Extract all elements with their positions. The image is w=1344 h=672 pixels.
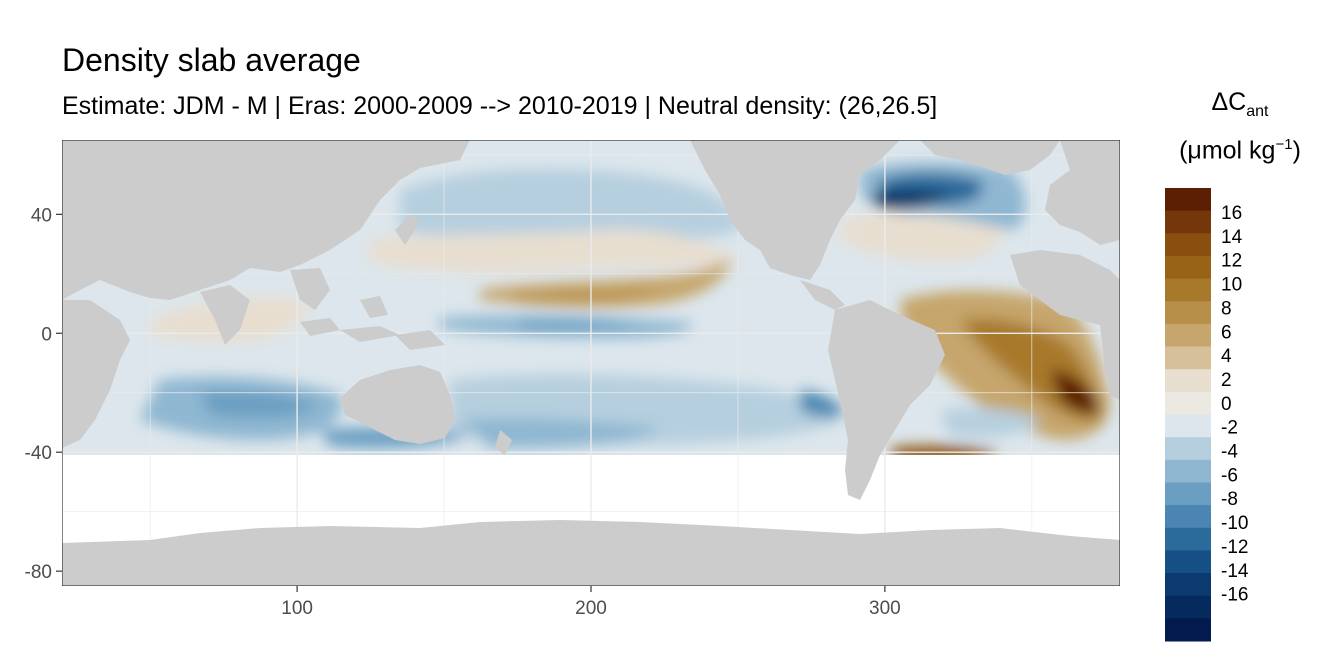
land-new-zealand: [495, 430, 512, 455]
legend-label: -16: [1221, 585, 1248, 606]
x-tick-label: 300: [869, 598, 901, 619]
patch-chile-blue: [800, 390, 845, 418]
patch-indian-south-core: [200, 390, 320, 418]
legend-label: 0: [1221, 394, 1232, 415]
x-tick-label: 200: [575, 598, 607, 619]
field-patches: [140, 162, 1110, 462]
land-india: [200, 285, 250, 345]
land-asia: [62, 140, 470, 300]
land-south-america: [828, 300, 945, 500]
legend-symbol: ΔC: [1211, 88, 1247, 116]
y-tick-label: -40: [25, 443, 52, 464]
legend-bin: [1165, 573, 1211, 597]
legend-subscript: ant: [1246, 103, 1269, 120]
patch-labrador-core: [870, 190, 950, 209]
legend-bin: [1165, 482, 1211, 506]
legend-label: 14: [1221, 227, 1243, 248]
patch-atlantic-max: [1050, 370, 1100, 414]
legend-bin: [1165, 210, 1211, 234]
legend-bin: [1165, 323, 1211, 348]
legend-bin: [1165, 459, 1211, 483]
land-masses: [62, 140, 1120, 500]
legend-label: -6: [1221, 465, 1238, 486]
axis-ticks: [56, 213, 886, 592]
legend-label: -8: [1221, 489, 1238, 510]
legend-bin: [1165, 346, 1211, 370]
patch-pacific-tan-core: [510, 288, 660, 303]
legend-bin: [1165, 233, 1211, 257]
land-africa-west: [1010, 250, 1120, 330]
legend-bin: [1165, 391, 1211, 415]
legend-bin: [1165, 278, 1211, 302]
legend-label: -4: [1221, 442, 1238, 463]
land-africa-east: [62, 300, 130, 448]
legend-label: 10: [1221, 275, 1242, 296]
land-africa-south: [1100, 325, 1120, 400]
legend-label: 4: [1221, 346, 1232, 367]
legend-bin: [1165, 369, 1211, 393]
legend-label: -12: [1221, 537, 1248, 558]
legend-label: -10: [1221, 513, 1248, 534]
land-indonesia: [300, 296, 400, 342]
y-tick-label: -80: [25, 562, 52, 583]
legend-colorbar: [1165, 188, 1211, 642]
patch-equatorial-core: [520, 319, 640, 330]
legend-label: -2: [1221, 418, 1238, 439]
land-new-guinea: [395, 330, 445, 350]
land-central-america: [800, 280, 845, 310]
land-japan: [395, 215, 420, 245]
patch-north-pacific-beige: [370, 229, 740, 273]
legend-unit-suffix: ): [1292, 136, 1301, 165]
legend-labels: 16 14 12 108 6 4 2 0 -2 -4-6 -8 -10 -12 -14 -16: [1221, 203, 1249, 606]
legend-bin: [1165, 188, 1211, 212]
legend-label: 8: [1221, 298, 1232, 319]
legend-title-unit: (μmol kg−1): [1150, 136, 1330, 165]
map-subtitle: Estimate: JDM - M | Eras: 2000-2009 --> …: [62, 92, 938, 120]
legend-label: 6: [1221, 322, 1232, 343]
map-panel: [62, 140, 1120, 586]
legend-bin: [1165, 414, 1211, 438]
legend-unit-exponent: −1: [1275, 136, 1293, 153]
legend-bin: [1165, 527, 1211, 551]
land-europe: [1045, 140, 1120, 245]
land-se-asia: [290, 268, 330, 310]
legend-bin: [1165, 595, 1211, 619]
patch-north-atlantic-beige: [840, 210, 1003, 262]
x-tick-label: 100: [281, 598, 313, 619]
legend-label: 2: [1221, 370, 1232, 391]
legend-bin: [1165, 255, 1211, 280]
legend-bin: [1165, 618, 1211, 642]
legend-title-symbol: ΔCant: [1150, 88, 1330, 121]
land-greenland: [920, 140, 1060, 175]
land-north-america: [690, 140, 900, 280]
legend-bin: [1165, 301, 1211, 325]
patch-north-pacific-blue: [400, 168, 740, 242]
legend-bin: [1165, 437, 1211, 461]
patch-south-atlantic-blue: [940, 408, 1040, 438]
legend-label: 12: [1221, 251, 1242, 272]
legend-label: 16: [1221, 203, 1242, 224]
y-tick-label: 40: [31, 205, 52, 226]
legend-unit-prefix: (μmol kg: [1179, 136, 1276, 165]
land-australia: [340, 365, 455, 444]
y-tick-label: 0: [41, 324, 52, 345]
land-antarctica: [62, 520, 1120, 586]
map-title: Density slab average: [62, 42, 361, 78]
legend-bin: [1165, 550, 1211, 574]
legend-label: -14: [1221, 561, 1249, 582]
legend-bin: [1165, 505, 1211, 529]
